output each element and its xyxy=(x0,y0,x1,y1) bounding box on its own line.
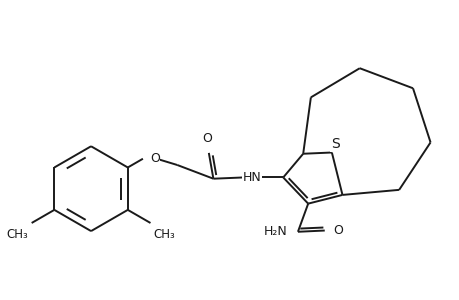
Text: H₂N: H₂N xyxy=(263,225,287,238)
Text: O: O xyxy=(333,224,342,237)
Text: O: O xyxy=(150,152,159,165)
Text: CH₃: CH₃ xyxy=(153,228,175,241)
Text: HN: HN xyxy=(242,171,261,184)
Text: CH₃: CH₃ xyxy=(7,228,28,241)
Text: O: O xyxy=(202,132,212,146)
Text: S: S xyxy=(330,137,339,152)
